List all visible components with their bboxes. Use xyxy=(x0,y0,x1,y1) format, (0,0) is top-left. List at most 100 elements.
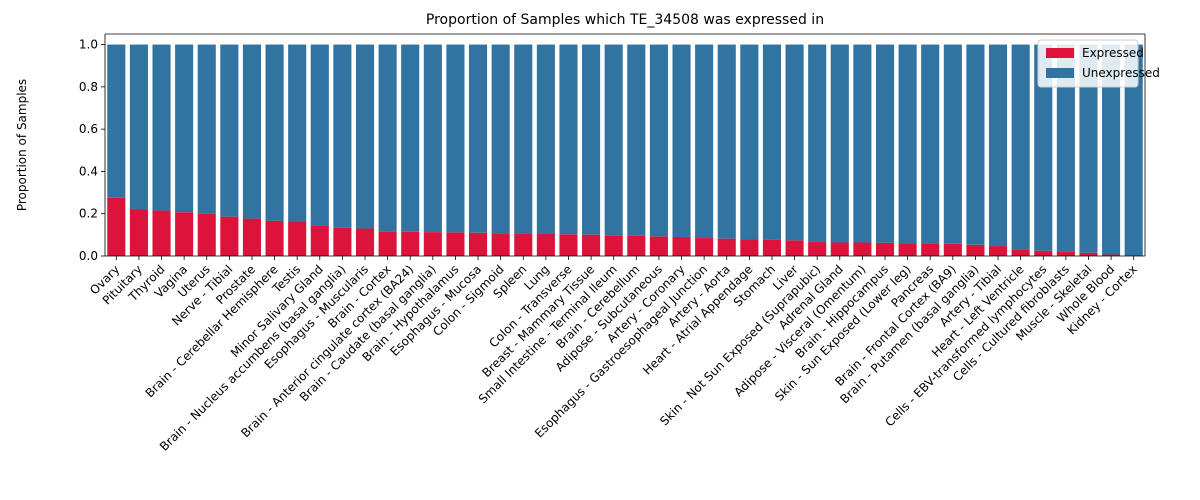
bar-expressed-42 xyxy=(1056,251,1075,256)
bar-expressed-15 xyxy=(446,232,465,256)
bar-expressed-8 xyxy=(288,221,307,256)
bar-unexpressed-7 xyxy=(265,44,284,221)
bar-unexpressed-5 xyxy=(220,44,239,217)
y-ticks-group: 0.0 0.2 0.4 0.6 0.8 1.0 xyxy=(79,38,105,263)
legend-swatch-expressed xyxy=(1046,48,1074,58)
bar-unexpressed-32 xyxy=(830,44,849,243)
bar-unexpressed-44 xyxy=(1102,44,1121,255)
bar-unexpressed-29 xyxy=(762,44,781,240)
bar-expressed-36 xyxy=(921,243,940,256)
bar-expressed-37 xyxy=(943,243,962,256)
bar-unexpressed-21 xyxy=(582,44,601,235)
bar-expressed-24 xyxy=(649,236,668,256)
bar-unexpressed-23 xyxy=(627,44,646,236)
bar-expressed-44 xyxy=(1102,254,1121,256)
bar-unexpressed-43 xyxy=(1079,44,1098,253)
y-tick-label: 0.2 xyxy=(79,207,98,221)
legend-swatch-unexpressed xyxy=(1046,68,1074,78)
bar-expressed-18 xyxy=(514,233,533,256)
bar-unexpressed-42 xyxy=(1056,44,1075,252)
bar-unexpressed-15 xyxy=(446,44,465,233)
bar-unexpressed-12 xyxy=(378,44,397,232)
bar-unexpressed-8 xyxy=(288,44,307,222)
bar-expressed-40 xyxy=(1011,249,1030,256)
bar-unexpressed-2 xyxy=(152,44,171,211)
bar-expressed-17 xyxy=(491,233,510,256)
bar-unexpressed-36 xyxy=(921,44,940,244)
bar-expressed-23 xyxy=(627,235,646,256)
y-tick-label: 0.8 xyxy=(79,80,98,94)
bar-unexpressed-27 xyxy=(717,44,736,239)
bar-expressed-34 xyxy=(875,242,895,256)
bar-unexpressed-4 xyxy=(197,44,216,214)
bar-unexpressed-16 xyxy=(469,44,488,233)
bar-expressed-25 xyxy=(672,236,691,256)
bar-unexpressed-1 xyxy=(129,44,148,210)
bar-unexpressed-39 xyxy=(989,44,1008,247)
bars-group xyxy=(107,44,1143,256)
bar-unexpressed-6 xyxy=(242,44,261,219)
bar-unexpressed-31 xyxy=(808,44,827,243)
y-tick-label: 1.0 xyxy=(79,38,98,52)
bar-unexpressed-41 xyxy=(1034,44,1053,251)
legend-label-unexpressed: Unexpressed xyxy=(1082,66,1160,80)
bar-expressed-1 xyxy=(129,209,148,256)
bar-unexpressed-13 xyxy=(401,44,420,232)
bar-unexpressed-45 xyxy=(1124,44,1143,256)
y-axis-label: Proportion of Samples xyxy=(15,79,29,211)
y-tick-label: 0.0 xyxy=(79,249,98,263)
bar-expressed-32 xyxy=(830,242,849,256)
bar-unexpressed-18 xyxy=(514,44,533,234)
bar-expressed-11 xyxy=(355,228,375,256)
bar-expressed-41 xyxy=(1034,250,1053,256)
bar-expressed-28 xyxy=(740,239,759,256)
bar-expressed-26 xyxy=(695,238,714,256)
bar-expressed-7 xyxy=(265,220,284,256)
legend: Expressed Unexpressed xyxy=(1037,39,1160,88)
bar-unexpressed-14 xyxy=(423,44,442,233)
bar-expressed-4 xyxy=(197,213,216,256)
bar-expressed-13 xyxy=(401,231,420,256)
bar-unexpressed-40 xyxy=(1011,44,1030,250)
bar-unexpressed-26 xyxy=(695,44,714,239)
bar-unexpressed-9 xyxy=(310,44,329,226)
bar-expressed-27 xyxy=(717,238,736,256)
bar-unexpressed-20 xyxy=(559,44,578,235)
y-tick-label: 0.4 xyxy=(79,164,98,178)
bar-expressed-35 xyxy=(898,243,917,256)
bar-expressed-19 xyxy=(536,234,555,256)
bar-unexpressed-37 xyxy=(943,44,962,244)
bar-expressed-39 xyxy=(989,246,1008,256)
bar-expressed-38 xyxy=(966,244,985,256)
bar-unexpressed-38 xyxy=(966,44,985,245)
bar-expressed-3 xyxy=(175,212,194,256)
bar-unexpressed-10 xyxy=(333,44,352,228)
bar-expressed-12 xyxy=(378,231,397,256)
bar-unexpressed-24 xyxy=(649,44,668,237)
bar-expressed-30 xyxy=(785,240,804,256)
bar-expressed-43 xyxy=(1079,252,1098,256)
bar-unexpressed-33 xyxy=(853,44,872,243)
bar-expressed-29 xyxy=(762,239,781,256)
bar-unexpressed-28 xyxy=(740,44,759,240)
bar-expressed-6 xyxy=(242,218,261,256)
bar-expressed-2 xyxy=(152,210,171,256)
legend-label-expressed: Expressed xyxy=(1082,46,1144,60)
bar-unexpressed-3 xyxy=(175,44,194,213)
bar-expressed-22 xyxy=(604,235,623,256)
bar-unexpressed-19 xyxy=(536,44,555,235)
bar-expressed-31 xyxy=(808,242,827,256)
bar-expressed-14 xyxy=(423,232,442,256)
bar-expressed-16 xyxy=(469,232,488,256)
bar-expressed-21 xyxy=(582,234,601,256)
bar-expressed-0 xyxy=(107,197,126,256)
bar-expressed-10 xyxy=(333,227,352,256)
bar-unexpressed-35 xyxy=(898,44,917,244)
bar-unexpressed-17 xyxy=(491,44,510,234)
bar-expressed-33 xyxy=(853,242,872,256)
bar-unexpressed-0 xyxy=(107,44,126,198)
bar-unexpressed-25 xyxy=(672,44,691,237)
bar-unexpressed-11 xyxy=(355,44,375,229)
bar-unexpressed-34 xyxy=(875,44,895,243)
